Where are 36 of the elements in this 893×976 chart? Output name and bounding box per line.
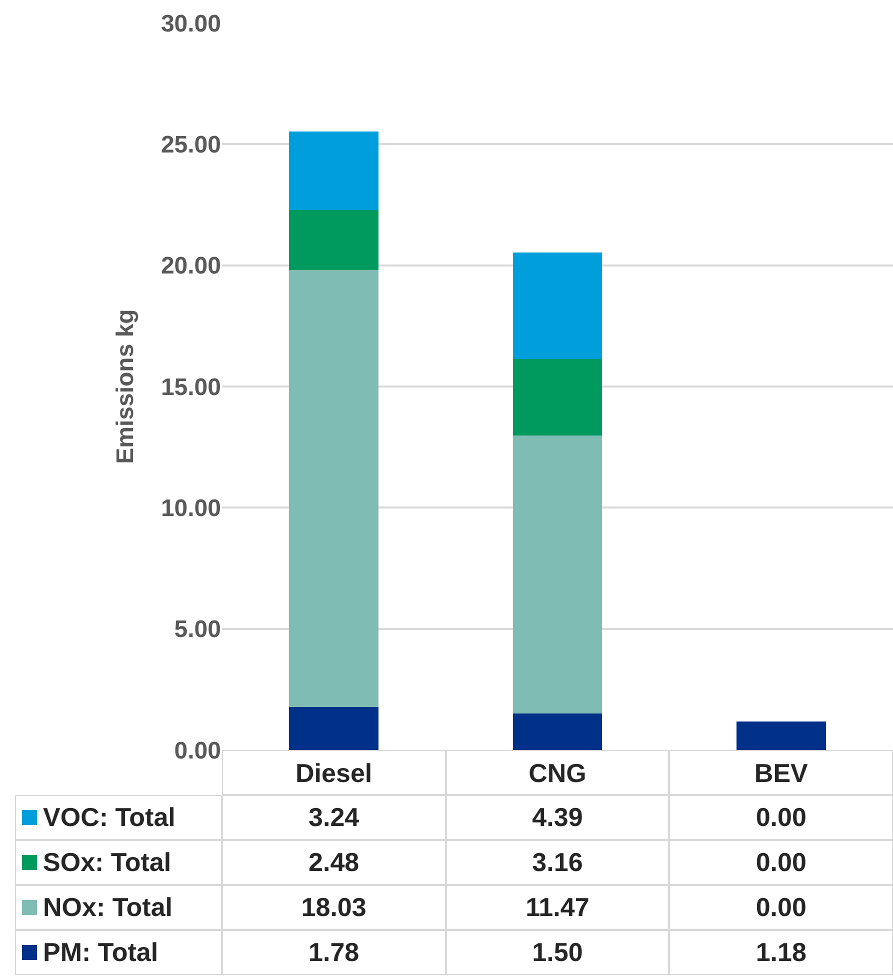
data-label: 3.24 bbox=[222, 795, 446, 840]
data-label: 1.18 bbox=[669, 930, 893, 975]
x-tick-label: CNG bbox=[528, 758, 586, 788]
y-axis-title: Emissions kg bbox=[112, 309, 140, 464]
data-label: 1.50 bbox=[446, 930, 670, 975]
data-label: 0.00 bbox=[669, 885, 893, 930]
bar bbox=[289, 131, 379, 210]
legend-label: PM: Total bbox=[43, 937, 158, 968]
bar bbox=[289, 270, 379, 707]
bar bbox=[736, 721, 826, 750]
y-tick-label: 10.00 bbox=[160, 495, 221, 522]
bar bbox=[512, 252, 602, 360]
bar bbox=[512, 714, 602, 750]
legend-label: NOx: Total bbox=[43, 892, 173, 923]
legend-label: VOC: Total bbox=[43, 802, 176, 833]
bar bbox=[512, 359, 602, 436]
y-tick-label: 30.00 bbox=[160, 10, 221, 38]
data-label: 18.03 bbox=[222, 885, 446, 930]
y-tick-label: 20.00 bbox=[160, 252, 221, 280]
data-label: 11.47 bbox=[446, 885, 670, 930]
bar bbox=[289, 706, 379, 750]
bar bbox=[289, 210, 379, 270]
x-tick-label: BEV bbox=[754, 758, 809, 788]
y-tick-label: 25.00 bbox=[160, 132, 221, 159]
data-label: 4.39 bbox=[446, 795, 670, 840]
x-tick-label: Diesel bbox=[296, 758, 372, 788]
y-tick-label: 15.00 bbox=[160, 374, 221, 401]
y-tick-label: 0.00 bbox=[174, 737, 221, 764]
y-tick-label: 5.00 bbox=[174, 616, 221, 644]
data-label: 3.16 bbox=[446, 840, 670, 885]
legend-label: SOx: Total bbox=[43, 847, 172, 878]
data-label: 2.48 bbox=[222, 840, 446, 885]
data-label: 1.78 bbox=[222, 930, 446, 975]
data-label: 0.00 bbox=[669, 840, 893, 885]
bar bbox=[512, 436, 602, 714]
data-label: 0.00 bbox=[669, 795, 893, 840]
